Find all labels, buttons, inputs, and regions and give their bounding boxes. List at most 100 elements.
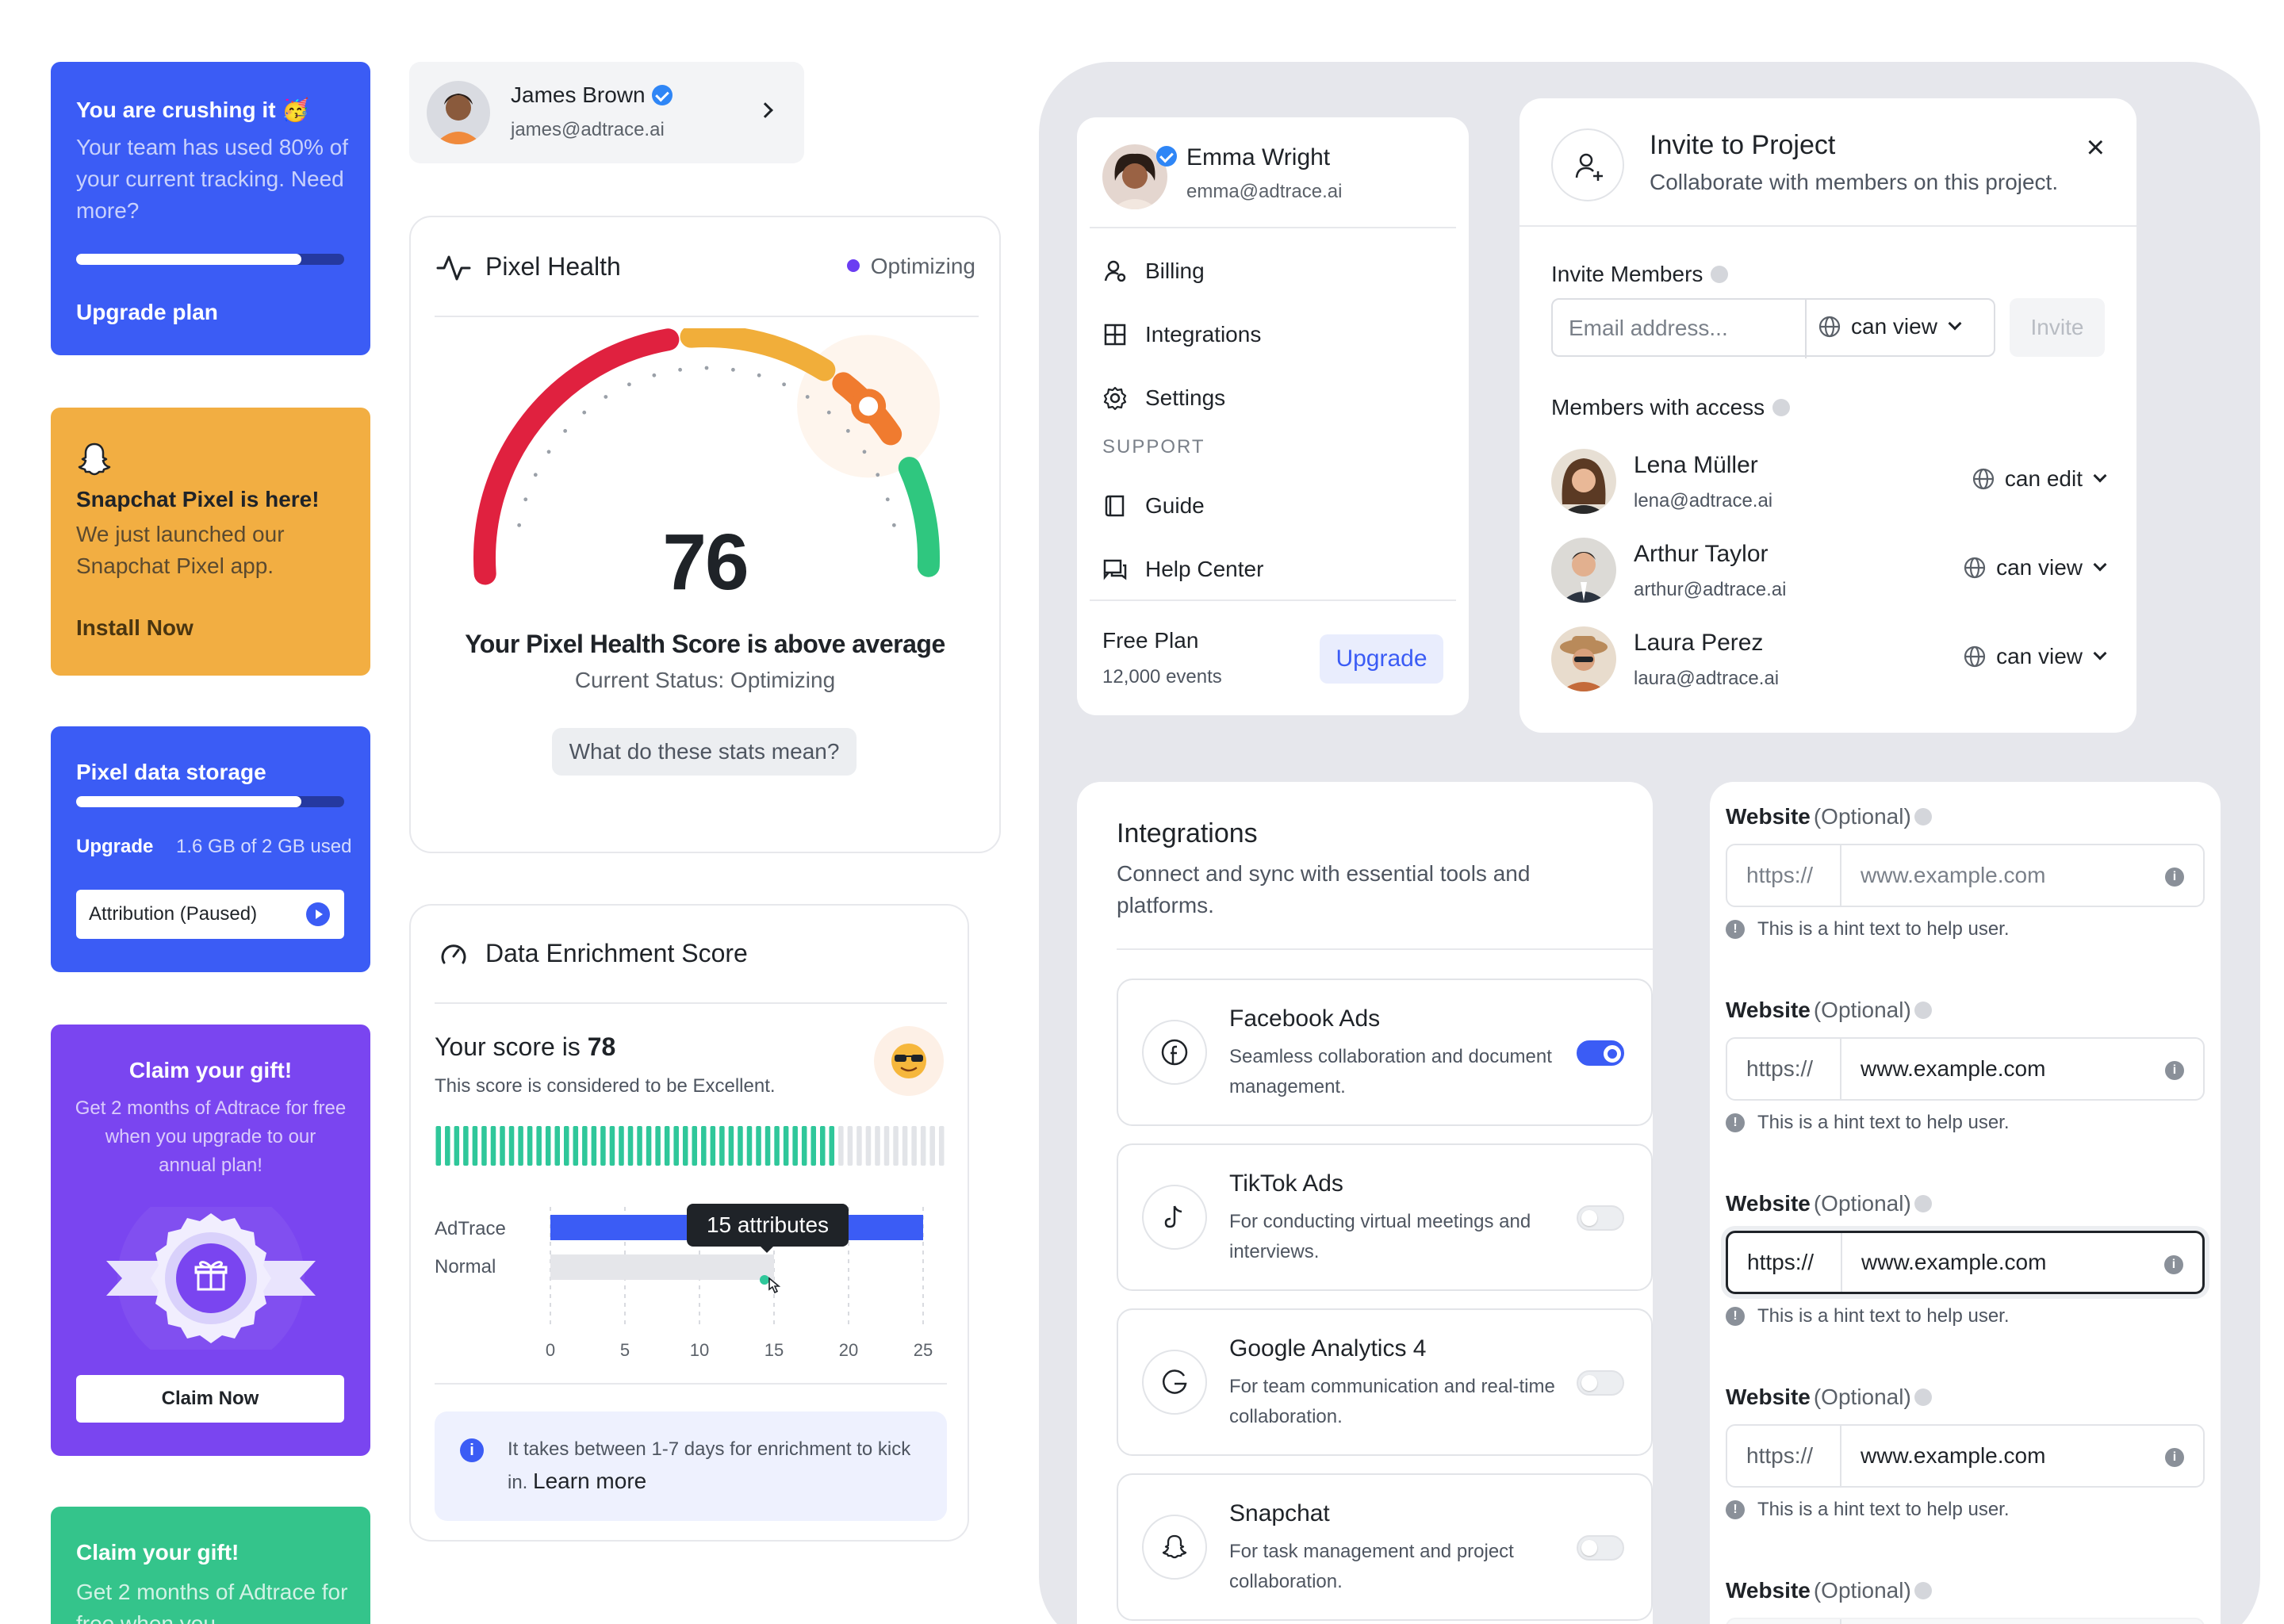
permission-label: can view xyxy=(1996,644,2083,668)
menu-user-name: Emma Wright xyxy=(1186,144,1331,170)
score-segment xyxy=(673,1126,679,1166)
score-segment xyxy=(820,1126,826,1166)
integration-toggle[interactable] xyxy=(1577,1205,1624,1231)
score-segment xyxy=(865,1126,872,1166)
close-icon[interactable]: × xyxy=(2086,130,2105,165)
learn-more-link[interactable]: Learn more xyxy=(533,1469,647,1493)
hint-text: ! This is a hint text to help user. xyxy=(1726,1112,2010,1134)
gauge-tick xyxy=(678,367,682,372)
divider xyxy=(435,1002,947,1004)
avatar xyxy=(1551,449,1616,514)
member-permission-select[interactable]: can edit xyxy=(1972,466,2107,492)
attribution-button[interactable]: Attribution (Paused) xyxy=(76,890,344,939)
menu-item-settings[interactable]: Settings xyxy=(1102,374,1443,422)
google-icon xyxy=(1142,1350,1207,1415)
score-segment xyxy=(554,1126,560,1166)
permission-label: can view xyxy=(1996,555,2083,580)
upgrade-button[interactable]: Upgrade xyxy=(1320,634,1443,684)
promo-title: Snapchat Pixel is here! xyxy=(76,487,320,511)
url-value: www.example.com xyxy=(1861,1619,2045,1624)
menu-item-billing[interactable]: Billing xyxy=(1102,247,1443,295)
divider xyxy=(435,316,979,317)
cursor-icon xyxy=(768,1277,781,1294)
gauge-tick xyxy=(517,523,522,527)
website-input[interactable]: https:// www.example.com i xyxy=(1726,1424,2205,1488)
gauge-tick xyxy=(876,473,880,477)
alert-icon: ! xyxy=(1726,1307,1745,1326)
score-segment xyxy=(619,1126,624,1166)
score-segment xyxy=(746,1126,753,1166)
tiktok-icon xyxy=(1142,1185,1207,1250)
upgrade-plan-link[interactable]: Upgrade plan xyxy=(76,300,218,324)
invite-modal: Invite to Project Collaborate with membe… xyxy=(1519,98,2136,733)
stats-help-button[interactable]: What do these stats mean? xyxy=(552,728,856,776)
website-input[interactable]: https:// www.example.com i xyxy=(1726,844,2205,907)
gift-title: Claim your gift! xyxy=(76,1540,240,1565)
help-icon xyxy=(1914,1002,1932,1019)
data-enrichment-card: Data Enrichment Score Your score is 78 T… xyxy=(409,904,969,1542)
url-prefix: https:// xyxy=(1727,1426,1841,1486)
gift-text: Get 2 months of Adtrace for free when yo… xyxy=(75,1097,347,1176)
integration-desc: For conducting virtual meetings and inte… xyxy=(1229,1211,1531,1262)
gear-icon xyxy=(1103,386,1127,411)
play-icon xyxy=(306,902,330,926)
website-label: Website (Optional) xyxy=(1726,1191,1932,1216)
gauge-tick xyxy=(546,450,551,454)
score-segment xyxy=(627,1126,634,1166)
score-segment xyxy=(902,1126,908,1166)
divider xyxy=(1805,300,1807,358)
website-input[interactable]: https:// www.example.com i xyxy=(1726,1037,2205,1101)
score-segment xyxy=(536,1126,542,1166)
grid-icon xyxy=(1104,324,1126,346)
help-icon xyxy=(1914,808,1932,825)
score-segment xyxy=(609,1126,615,1166)
promo-text: Your team has used 80% of your current t… xyxy=(76,135,348,223)
website-label: Website (Optional) xyxy=(1726,804,1932,829)
gauge-marker xyxy=(851,389,887,424)
help-icon xyxy=(1914,1582,1932,1599)
invite-button[interactable]: Invite xyxy=(2010,298,2105,357)
pixel-health-card: Pixel Health Optimizing 76 Your Pixel He… xyxy=(409,216,1001,853)
storage-upgrade-link[interactable]: Upgrade xyxy=(76,836,154,857)
website-form-card: Website (Optional) https:// www.example.com… xyxy=(1710,782,2221,1624)
globe-icon xyxy=(1972,468,1995,490)
integration-toggle[interactable] xyxy=(1577,1535,1624,1561)
gauge-tick xyxy=(731,367,735,372)
score-segment xyxy=(811,1126,816,1166)
email-input[interactable] xyxy=(1569,312,1807,344)
menu-item-label: Guide xyxy=(1145,493,1205,518)
bar-hover-handle[interactable] xyxy=(760,1275,769,1285)
website-input[interactable]: https:// www.example.com i xyxy=(1726,1231,2205,1294)
gauge-headline: Your Pixel Health Score is above average xyxy=(465,630,945,658)
x-axis-tick: 15 xyxy=(764,1340,784,1360)
website-label: Website (Optional) xyxy=(1726,1385,1932,1410)
score-segment xyxy=(756,1126,761,1166)
user-card[interactable]: James Brown james@adtrace.ai xyxy=(409,62,804,163)
integration-toggle[interactable] xyxy=(1577,1040,1624,1066)
permission-select[interactable]: can view xyxy=(1805,300,1962,358)
score-segment xyxy=(692,1126,698,1166)
promo-text: We just launched our Snapchat Pixel app. xyxy=(76,522,285,578)
install-now-link[interactable]: Install Now xyxy=(76,615,194,640)
storage-title: Pixel data storage xyxy=(76,760,266,784)
menu-item-label: Settings xyxy=(1145,385,1226,410)
menu-item-guide[interactable]: Guide xyxy=(1102,482,1443,530)
score-segment xyxy=(637,1126,642,1166)
claim-now-button[interactable]: Claim Now xyxy=(76,1375,344,1423)
score-segment xyxy=(719,1126,725,1166)
bar-normal xyxy=(550,1254,774,1280)
x-axis-tick: 20 xyxy=(838,1340,859,1360)
avatar xyxy=(1102,144,1167,209)
help-icon xyxy=(1914,1388,1932,1406)
menu-item-help-center[interactable]: Help Center xyxy=(1102,546,1443,593)
integration-row-google: Google Analytics 4 For team communicatio… xyxy=(1117,1308,1653,1456)
member-permission-select[interactable]: can view xyxy=(1963,644,2107,669)
menu-item-integrations[interactable]: Integrations xyxy=(1102,311,1443,358)
invite-email-field: can view xyxy=(1551,298,1995,358)
score-segment xyxy=(738,1126,743,1166)
score-segment xyxy=(847,1126,853,1166)
hint-text: ! This is a hint text to help user. xyxy=(1726,1499,2010,1521)
integration-toggle[interactable] xyxy=(1577,1370,1624,1396)
member-permission-select[interactable]: can view xyxy=(1963,555,2107,580)
